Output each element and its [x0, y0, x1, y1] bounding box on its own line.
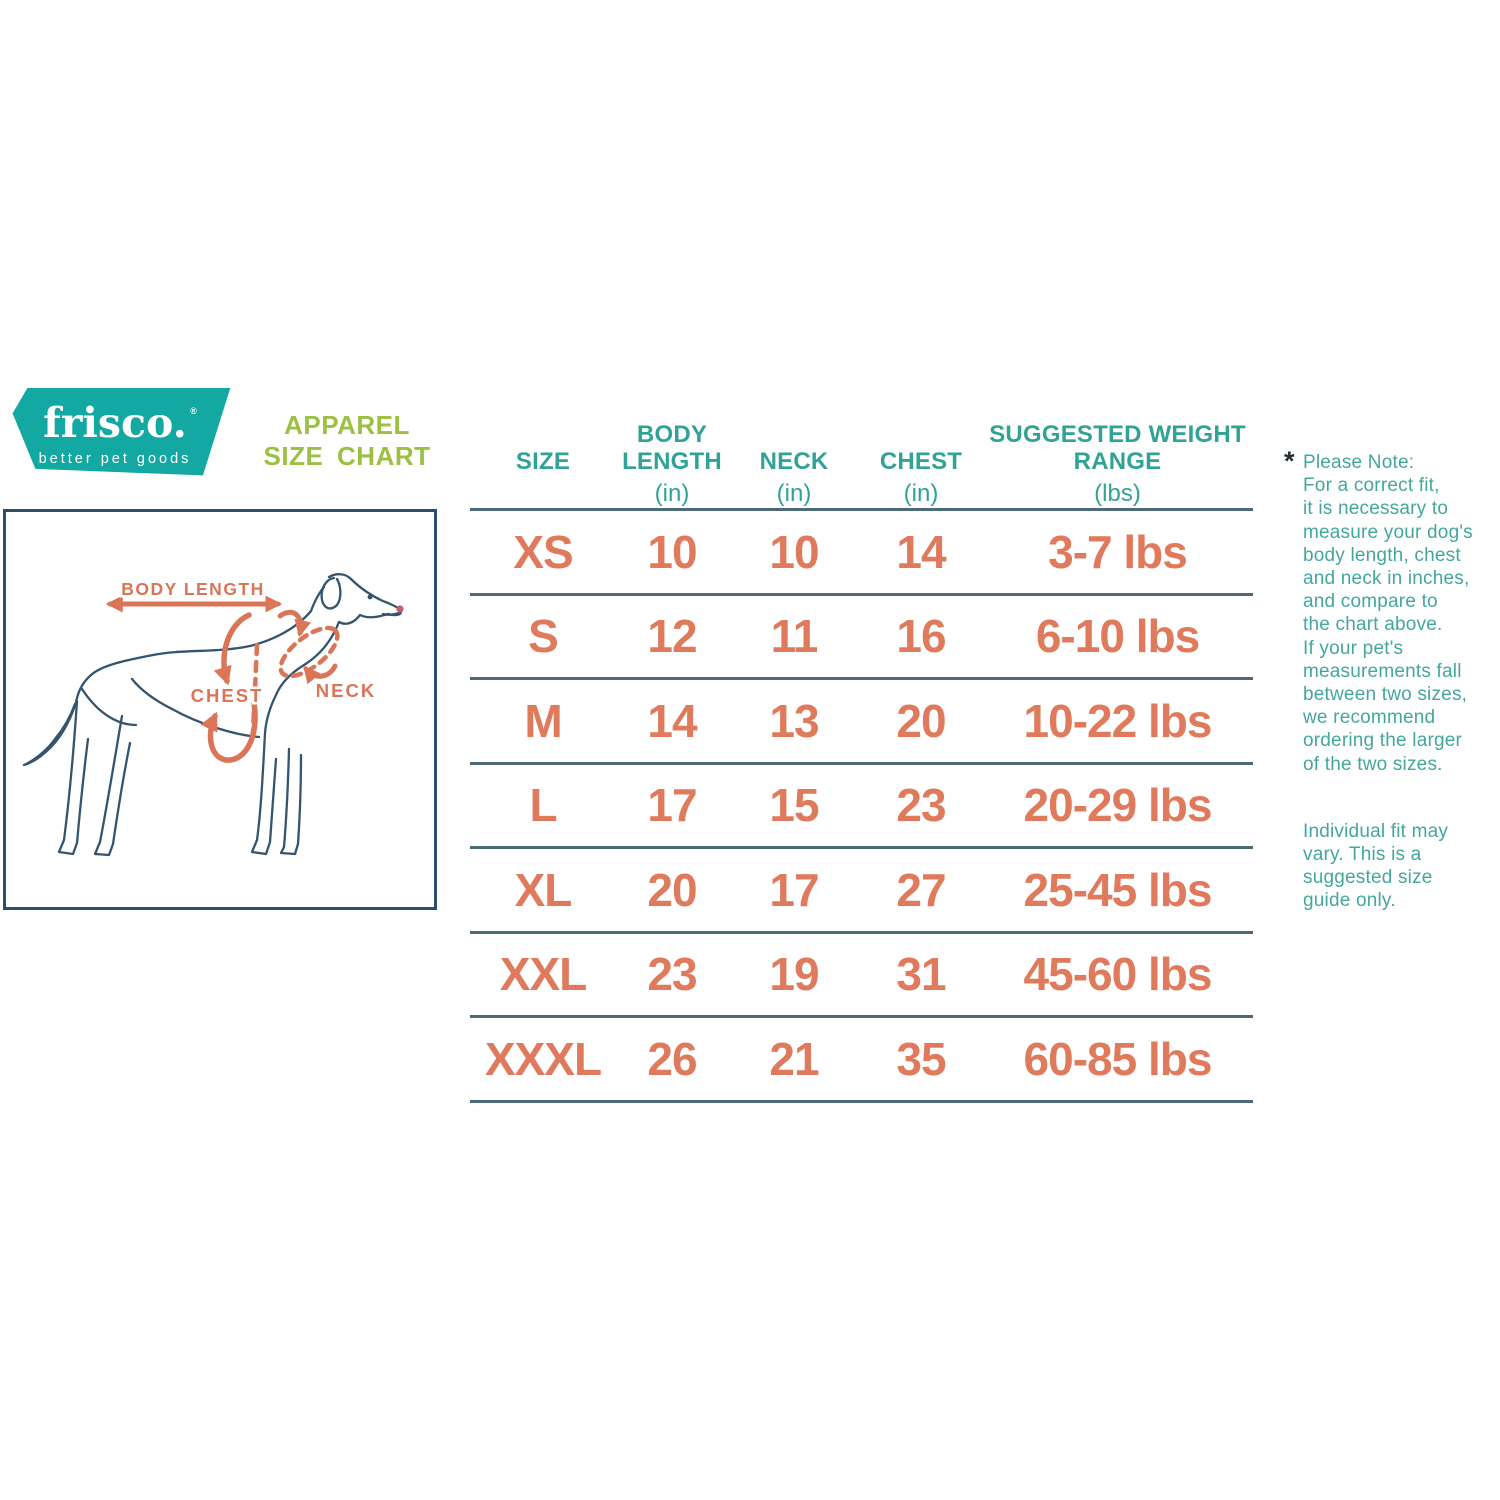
body-length-cell: 23: [647, 948, 697, 1001]
neck-cell: 21: [769, 1032, 819, 1085]
chest-cell: 14: [896, 525, 946, 578]
size-cell: XXL: [499, 948, 587, 1001]
weight-cell: 10-22 lbs: [1023, 694, 1213, 747]
chest-measure-arc-top: [213, 612, 252, 686]
dog-nose: [396, 605, 404, 613]
size-table-header: SIZE BODY LENGTH (in) NECK (in) CHEST (i…: [470, 414, 1253, 508]
dog-eye: [367, 594, 373, 600]
chest-cell: 20: [896, 694, 946, 747]
weight-cell: 45-60 lbs: [1023, 948, 1213, 1001]
note-paragraph-1: Please Note: For a correct fit, it is ne…: [1303, 452, 1473, 775]
table-row-xl: XL 20 17 27 25-45 lbs: [470, 849, 1253, 934]
size-table: SIZE BODY LENGTH (in) NECK (in) CHEST (i…: [470, 414, 1253, 1103]
neck-cell: 19: [769, 948, 819, 1001]
logo-wordmark: frisco. ®: [43, 403, 197, 444]
body-length-cell: 26: [647, 1032, 697, 1085]
body-length-cell: 10: [647, 525, 697, 578]
neck-cell: 10: [769, 525, 819, 578]
neck-cell: 17: [769, 863, 819, 916]
chest-cell: 27: [896, 863, 946, 916]
neck-measure-arc-top: [277, 609, 312, 638]
note-column: Please Note: For a correct fit, it is ne…: [1303, 451, 1500, 913]
weight-cell: 6-10 lbs: [1035, 610, 1200, 663]
column-header-chest: CHEST (in): [879, 447, 963, 507]
frisco-logo: frisco. ® better pet goods: [12, 388, 231, 476]
table-row-l: L 17 15 23 20-29 lbs: [470, 765, 1253, 849]
logo-wordmark-text: frisco.: [43, 399, 187, 447]
neck-measure-arc-bottom: [303, 663, 338, 685]
logo-tagline: better pet goods: [38, 451, 192, 467]
table-row-m: M 14 13 20 10-22 lbs: [470, 680, 1253, 765]
body-length-cell: 20: [647, 863, 697, 916]
table-row-xs: XS 10 10 14 3-7 lbs: [470, 511, 1253, 596]
chest-cell: 16: [896, 610, 946, 663]
chest-measure-arc-bottom: [200, 700, 258, 763]
size-table-body: XS 10 10 14 3-7 lbs S 12 11 16 6-10 lbs …: [470, 508, 1253, 1103]
chest-cell: 23: [896, 779, 946, 832]
column-header-body-length: BODY LENGTH (in): [622, 421, 722, 507]
measurement-diagram-box: BODY LENGTH CHEST NECK: [3, 509, 437, 910]
size-cell: XXXL: [484, 1032, 602, 1085]
body-length-cell: 12: [647, 610, 697, 663]
column-header-neck: NECK (in): [759, 447, 829, 507]
neck-label: NECK: [316, 680, 376, 701]
size-cell: L: [529, 779, 557, 832]
neck-cell: 13: [769, 694, 819, 747]
size-cell: S: [528, 610, 559, 663]
neck-cell: 11: [770, 610, 819, 663]
chest-measure-dashed-line: [250, 642, 260, 736]
body-length-cell: 14: [647, 694, 697, 747]
table-row-xxl: XXL 23 19 31 45-60 lbs: [470, 934, 1253, 1018]
dog-illustration: BODY LENGTH CHEST NECK: [22, 573, 404, 857]
weight-cell: 3-7 lbs: [1048, 525, 1188, 578]
chest-cell: 35: [896, 1032, 946, 1085]
table-row-s: S 12 11 16 6-10 lbs: [470, 596, 1253, 680]
size-cell: XS: [513, 525, 573, 578]
column-header-size: SIZE: [515, 447, 571, 475]
registered-mark: ®: [190, 406, 197, 416]
body-length-label: BODY LENGTH: [121, 579, 265, 599]
weight-cell: 60-85 lbs: [1023, 1032, 1213, 1085]
column-header-weight-range: SUGGESTED WEIGHT RANGE (lbs): [989, 421, 1246, 507]
size-cell: M: [524, 694, 562, 747]
body-length-cell: 17: [647, 779, 697, 832]
dog-outline: [22, 573, 403, 857]
page-title: APPAREL SIZE CHART: [263, 410, 431, 472]
chest-cell: 31: [896, 948, 946, 1001]
weight-cell: 25-45 lbs: [1023, 863, 1213, 916]
size-cell: XL: [514, 863, 573, 916]
weight-cell: 20-29 lbs: [1023, 779, 1213, 832]
table-row-xxxl: XXXL 26 21 35 60-85 lbs: [470, 1018, 1253, 1103]
note-asterisk: *: [1284, 446, 1295, 476]
neck-measure-ellipse: [278, 625, 340, 679]
chest-label: CHEST: [191, 685, 264, 706]
neck-cell: 15: [769, 779, 819, 832]
note-paragraph-2: Individual fit may vary. This is a sugge…: [1303, 820, 1449, 912]
